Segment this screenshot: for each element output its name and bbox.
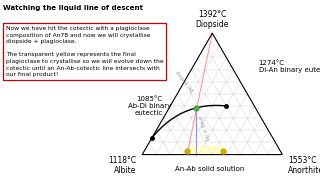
Text: 1085°C
Ab-Di binary
eutectic: 1085°C Ab-Di binary eutectic: [128, 96, 171, 116]
Text: 1392°C
Diopside: 1392°C Diopside: [196, 10, 229, 29]
Text: 1118°C
Albite: 1118°C Albite: [108, 156, 137, 175]
Text: diop + liq: diop + liq: [174, 70, 194, 93]
Text: 1274°C
Di-An binary eutectic: 1274°C Di-An binary eutectic: [259, 60, 320, 73]
Text: An-Ab solid solution: An-Ab solid solution: [175, 166, 244, 172]
Text: Watching the liquid line of descent: Watching the liquid line of descent: [3, 5, 143, 11]
Polygon shape: [187, 146, 223, 155]
Text: Now we have hit the cotectic with a plagioclase
composition of An78 and now we w: Now we have hit the cotectic with a plag…: [6, 26, 163, 77]
Text: 1553°C
Anorthite: 1553°C Anorthite: [288, 156, 320, 175]
Text: plag + liq: plag + liq: [197, 116, 210, 142]
